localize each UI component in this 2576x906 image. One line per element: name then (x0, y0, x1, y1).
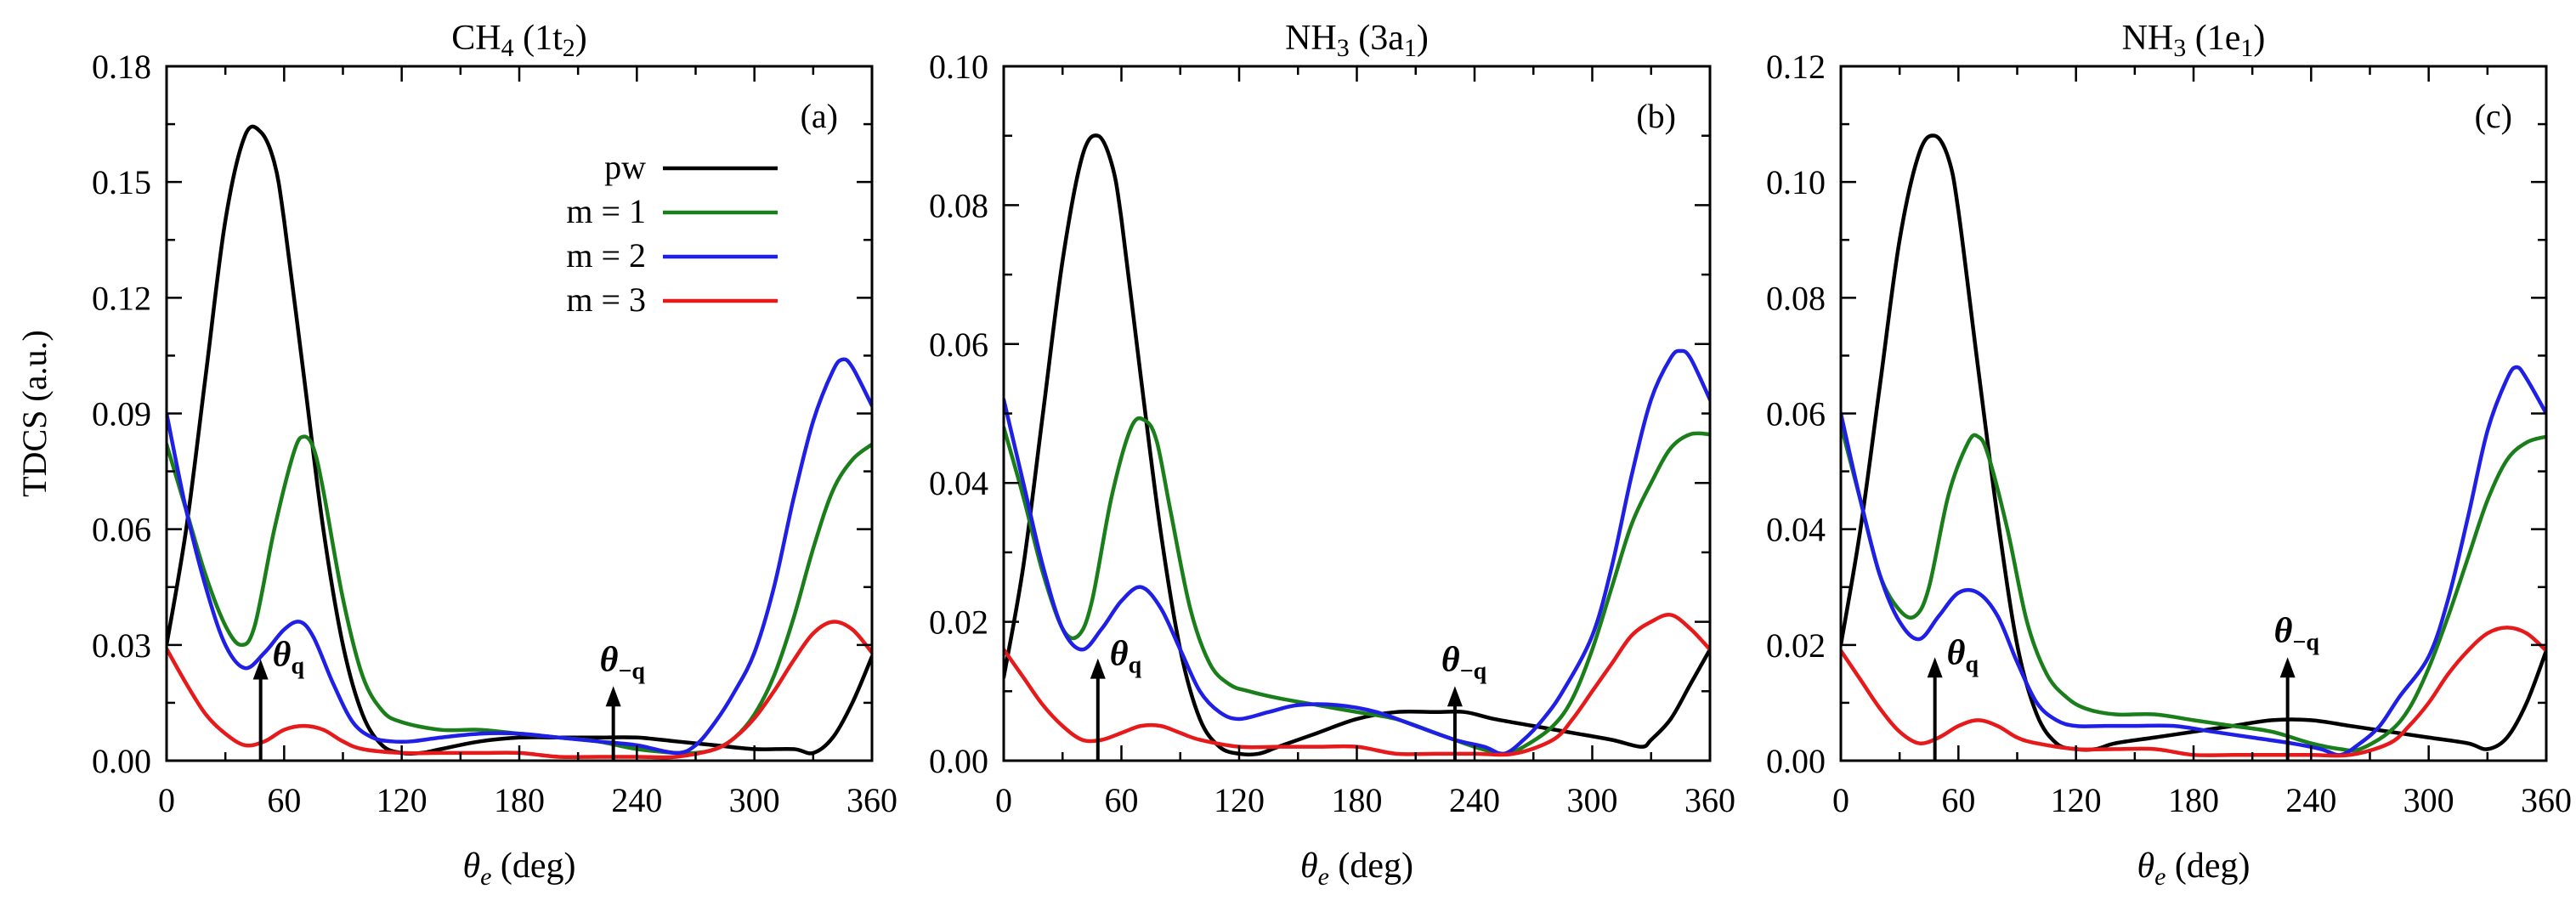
annotation-arrow-2: θ−q (600, 640, 646, 761)
series-group (1004, 133, 1710, 757)
y-tick-label: 0.04 (929, 464, 988, 502)
arrow-head (1927, 657, 1943, 678)
theta-q-label: θq (1947, 633, 1979, 677)
y-tick-label: 0.12 (1766, 48, 1826, 86)
y-tick-label: 0.10 (1766, 163, 1826, 201)
y-tick-label: 0.12 (92, 279, 151, 317)
chart-panel-3: 0 60 120 180 240 300 360 0.00 0.02 0.04 0.06 0.08 0.… (1766, 19, 2572, 891)
x-axis-label: θe (deg) (1300, 847, 1413, 891)
theta-q-label: θq (273, 636, 305, 680)
y-tick-label: 0.03 (92, 626, 151, 665)
x-tick-label: 240 (611, 781, 662, 819)
arrow-head (1447, 686, 1463, 707)
x-tick-label: 0 (995, 781, 1012, 819)
panel-label: (b) (1636, 97, 1676, 135)
x-axis-label: θe (deg) (2137, 847, 2250, 891)
x-tick-label: 180 (494, 781, 545, 819)
annotation-arrow-2: θ−q (2274, 611, 2320, 761)
legend-label: m = 1 (566, 192, 646, 230)
y-tick-label: 0.15 (92, 163, 151, 201)
series-line-m3 (1841, 626, 2546, 758)
y-tick-label: 0.00 (929, 742, 988, 780)
theta-minus-q-label: θ−q (2274, 611, 2320, 655)
annotation-arrow-2: θ−q (1441, 640, 1487, 761)
x-tick-label: 60 (1941, 781, 1975, 819)
annotation-arrow-1: θq (1927, 633, 1979, 761)
y-tick-label: 0.09 (92, 395, 151, 433)
y-tick-label: 0.08 (1766, 279, 1826, 317)
annotation-arrow-1: θq (1090, 635, 1142, 761)
x-tick-label: 0 (158, 781, 175, 819)
arrow-head (1090, 658, 1106, 679)
series-line-m1 (167, 434, 872, 756)
chart-title: CH4 (1t2) (451, 19, 587, 62)
x-tick-label: 180 (2168, 781, 2219, 819)
series-line-m3 (1004, 612, 1710, 757)
theta-minus-q-label: θ−q (600, 640, 646, 684)
y-tick-label: 0.00 (92, 742, 151, 780)
series-group (167, 124, 872, 760)
x-tick-label: 300 (2403, 781, 2454, 819)
x-tick-label: 180 (1332, 781, 1383, 819)
series-line-m1 (1004, 416, 1710, 756)
arrow-head (252, 659, 269, 680)
chart-title: NH3 (3a1) (1285, 19, 1429, 62)
x-tick-label: 300 (1567, 781, 1618, 819)
legend-label: m = 2 (566, 236, 646, 275)
x-tick-label: 120 (2051, 781, 2102, 819)
x-tick-label: 360 (1684, 781, 1735, 819)
x-tick-label: 120 (1214, 781, 1265, 819)
arrow-head (2279, 657, 2296, 678)
x-tick-label: 300 (729, 781, 780, 819)
panel-label: (c) (2475, 97, 2512, 135)
y-tick-label: 0.02 (929, 603, 988, 642)
legend-label: pw (604, 148, 646, 186)
y-tick-label: 0.06 (929, 326, 988, 364)
panel-label: (a) (801, 97, 838, 135)
y-tick-label: 0.06 (1766, 395, 1826, 433)
x-axis-label: θe (deg) (462, 847, 575, 891)
y-tick-label: 0.00 (1766, 742, 1826, 780)
annotation-arrow-1: θq (252, 636, 305, 761)
x-tick-label: 360 (846, 781, 897, 819)
y-tick-label: 0.10 (929, 48, 988, 86)
series-line-m2 (1004, 348, 1710, 756)
chart-title: NH3 (1e1) (2122, 19, 2266, 62)
series-line-m1 (1841, 422, 2546, 753)
y-axis-label: TDCS (a.u.) (15, 330, 54, 497)
x-tick-label: 240 (1449, 781, 1500, 819)
chart-panel-2: 0 60 120 180 240 300 360 0.00 0.02 0.04 0.06 0.08 0.… (929, 19, 1735, 891)
y-tick-label: 0.02 (1766, 626, 1826, 665)
x-tick-label: 0 (1832, 781, 1849, 819)
y-tick-label: 0.08 (929, 186, 988, 224)
series-group (1841, 133, 2546, 758)
series-line-pw (167, 124, 872, 756)
x-tick-label: 60 (267, 781, 301, 819)
chart-panel-1: 0 60 120 180 240 300 360 0.00 0.03 0.06 0.09 0.12 0.… (15, 19, 897, 891)
y-tick-label: 0.18 (92, 48, 151, 86)
x-tick-label: 240 (2285, 781, 2336, 819)
legend-label: m = 3 (566, 280, 646, 319)
theta-minus-q-label: θ−q (1441, 640, 1487, 684)
series-line-m3 (167, 620, 872, 760)
x-tick-label: 120 (376, 781, 427, 819)
y-tick-label: 0.06 (92, 511, 151, 549)
theta-q-label: θq (1110, 635, 1142, 679)
arrow-head (605, 686, 621, 707)
series-line-m2 (1841, 365, 2546, 757)
x-tick-label: 360 (2521, 781, 2572, 819)
y-tick-label: 0.04 (1766, 511, 1826, 549)
series-line-m2 (167, 357, 872, 756)
x-tick-label: 60 (1105, 781, 1139, 819)
legend: pw m = 1 m = 2 m = 3 (566, 148, 778, 319)
series-line-pw (1004, 133, 1710, 757)
series-line-pw (1841, 133, 2546, 752)
